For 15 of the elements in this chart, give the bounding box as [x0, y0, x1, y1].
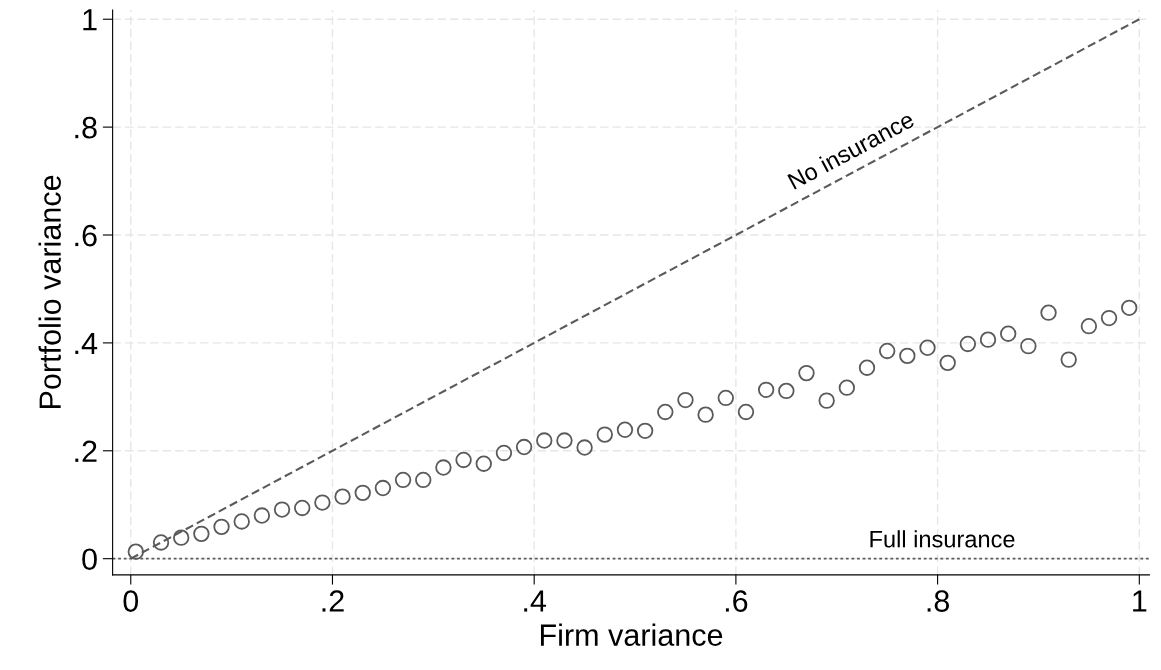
- x-tick-label: .2: [322, 590, 344, 612]
- x-tick-label: .6: [725, 590, 748, 612]
- x-tick-label: 1: [1133, 590, 1147, 612]
- y-tick-label: 0: [82, 548, 97, 571]
- y-tick-label: .6: [75, 224, 97, 247]
- x-tick-label: 0: [123, 590, 139, 612]
- y-tick-label: 1: [83, 9, 97, 31]
- y-tick-label: .8: [75, 116, 97, 139]
- x-axis-title: Firm variance: [540, 623, 723, 646]
- ref-line-label: Full insurance: [870, 530, 1015, 548]
- x-tick-label: .8: [927, 590, 950, 612]
- y-tick-label: .4: [75, 332, 98, 354]
- x-tick-label: .4: [524, 590, 547, 612]
- y-axis-title: Portfolio variance: [38, 175, 61, 408]
- y-tick-label: .2: [75, 440, 97, 462]
